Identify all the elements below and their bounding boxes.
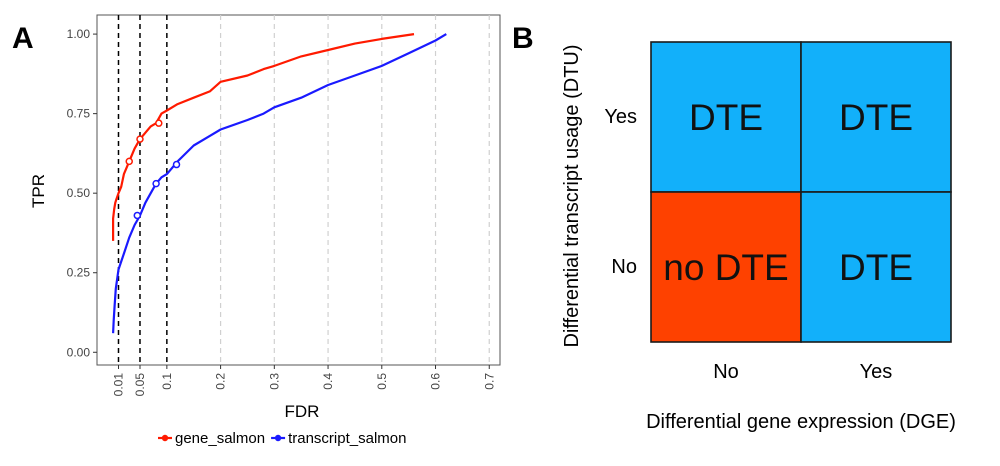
y-tick-label: 1.00 bbox=[67, 27, 91, 41]
x-tick-label: 0.4 bbox=[321, 373, 335, 390]
panel-a-letter: A bbox=[12, 22, 34, 55]
legend-key-point bbox=[161, 434, 169, 442]
y-axis-ticks: 0.00 0.25 0.50 0.75 1.00 bbox=[67, 27, 97, 359]
y-tick-label: 0.50 bbox=[67, 186, 91, 200]
matrix-cell bbox=[800, 41, 952, 193]
y-tick-label: 0.75 bbox=[67, 107, 91, 121]
x-tick-label: 0.6 bbox=[429, 373, 443, 390]
legend-label-gene_salmon: gene_salmon bbox=[175, 430, 265, 447]
x-tick-label: 0.2 bbox=[214, 373, 228, 390]
x-axis-ticks: 0.01 0.05 0.1 0.2 0.3 0.4 0.5 0.6 0.7 bbox=[111, 365, 496, 396]
matrix-cell bbox=[650, 191, 802, 343]
row-label: No bbox=[611, 256, 637, 278]
series-line-transcript_salmon bbox=[112, 33, 447, 334]
matrix-cell-label: no DTE bbox=[663, 247, 788, 288]
column-labels: No Yes bbox=[713, 361, 892, 383]
fdr-threshold-lines bbox=[117, 15, 168, 365]
legend: gene_salmon transcript_salmon bbox=[158, 430, 406, 447]
threshold-point bbox=[125, 157, 133, 166]
panel-b: B DTE DTE no DTE DTE Yes No No Yes Differenti… bbox=[512, 22, 956, 433]
column-label: No bbox=[713, 361, 739, 383]
matrix-cell bbox=[650, 41, 802, 193]
threshold-point bbox=[155, 119, 163, 127]
threshold-point bbox=[152, 179, 160, 188]
threshold-point bbox=[172, 160, 181, 169]
row-label: Yes bbox=[604, 106, 637, 128]
threshold-points bbox=[125, 119, 181, 220]
panel-a: A 0.00 0.25 0.50 0.75 1.00 0.01 0.05 0.1 0.2 0.3… bbox=[12, 14, 501, 447]
x-axis-label: FDR bbox=[285, 402, 320, 421]
x-tick-label: 0.05 bbox=[133, 373, 147, 397]
legend-label-transcript_salmon: transcript_salmon bbox=[288, 430, 406, 447]
matrix-cell-label: DTE bbox=[689, 97, 763, 138]
y-tick-label: 0.00 bbox=[67, 345, 91, 359]
panel-b-letter: B bbox=[512, 22, 534, 55]
legend-key-point bbox=[274, 434, 282, 442]
row-labels: Yes No bbox=[604, 106, 637, 278]
y-tick-label: 0.25 bbox=[67, 266, 91, 280]
y-axis-label: TPR bbox=[29, 174, 48, 208]
x-tick-label: 0.7 bbox=[482, 373, 496, 390]
x-tick-label: 0.01 bbox=[111, 373, 125, 397]
matrix-cell-label: DTE bbox=[839, 97, 913, 138]
matrix-cell-label: DTE bbox=[839, 247, 913, 288]
threshold-point bbox=[136, 135, 144, 143]
x-tick-label: 0.5 bbox=[375, 373, 389, 390]
dte-matrix: DTE DTE no DTE DTE bbox=[650, 41, 952, 343]
plot-area bbox=[96, 14, 501, 366]
grid-lines bbox=[219, 15, 490, 365]
matrix-cell bbox=[800, 191, 952, 343]
dge-axis-label: Differential gene expression (DGE) bbox=[646, 411, 956, 433]
column-label: Yes bbox=[860, 361, 893, 383]
dtu-axis-label: Differential transcript usage (DTU) bbox=[561, 44, 583, 347]
threshold-point bbox=[133, 211, 142, 220]
x-tick-label: 0.1 bbox=[160, 373, 174, 390]
x-tick-label: 0.3 bbox=[267, 373, 281, 390]
